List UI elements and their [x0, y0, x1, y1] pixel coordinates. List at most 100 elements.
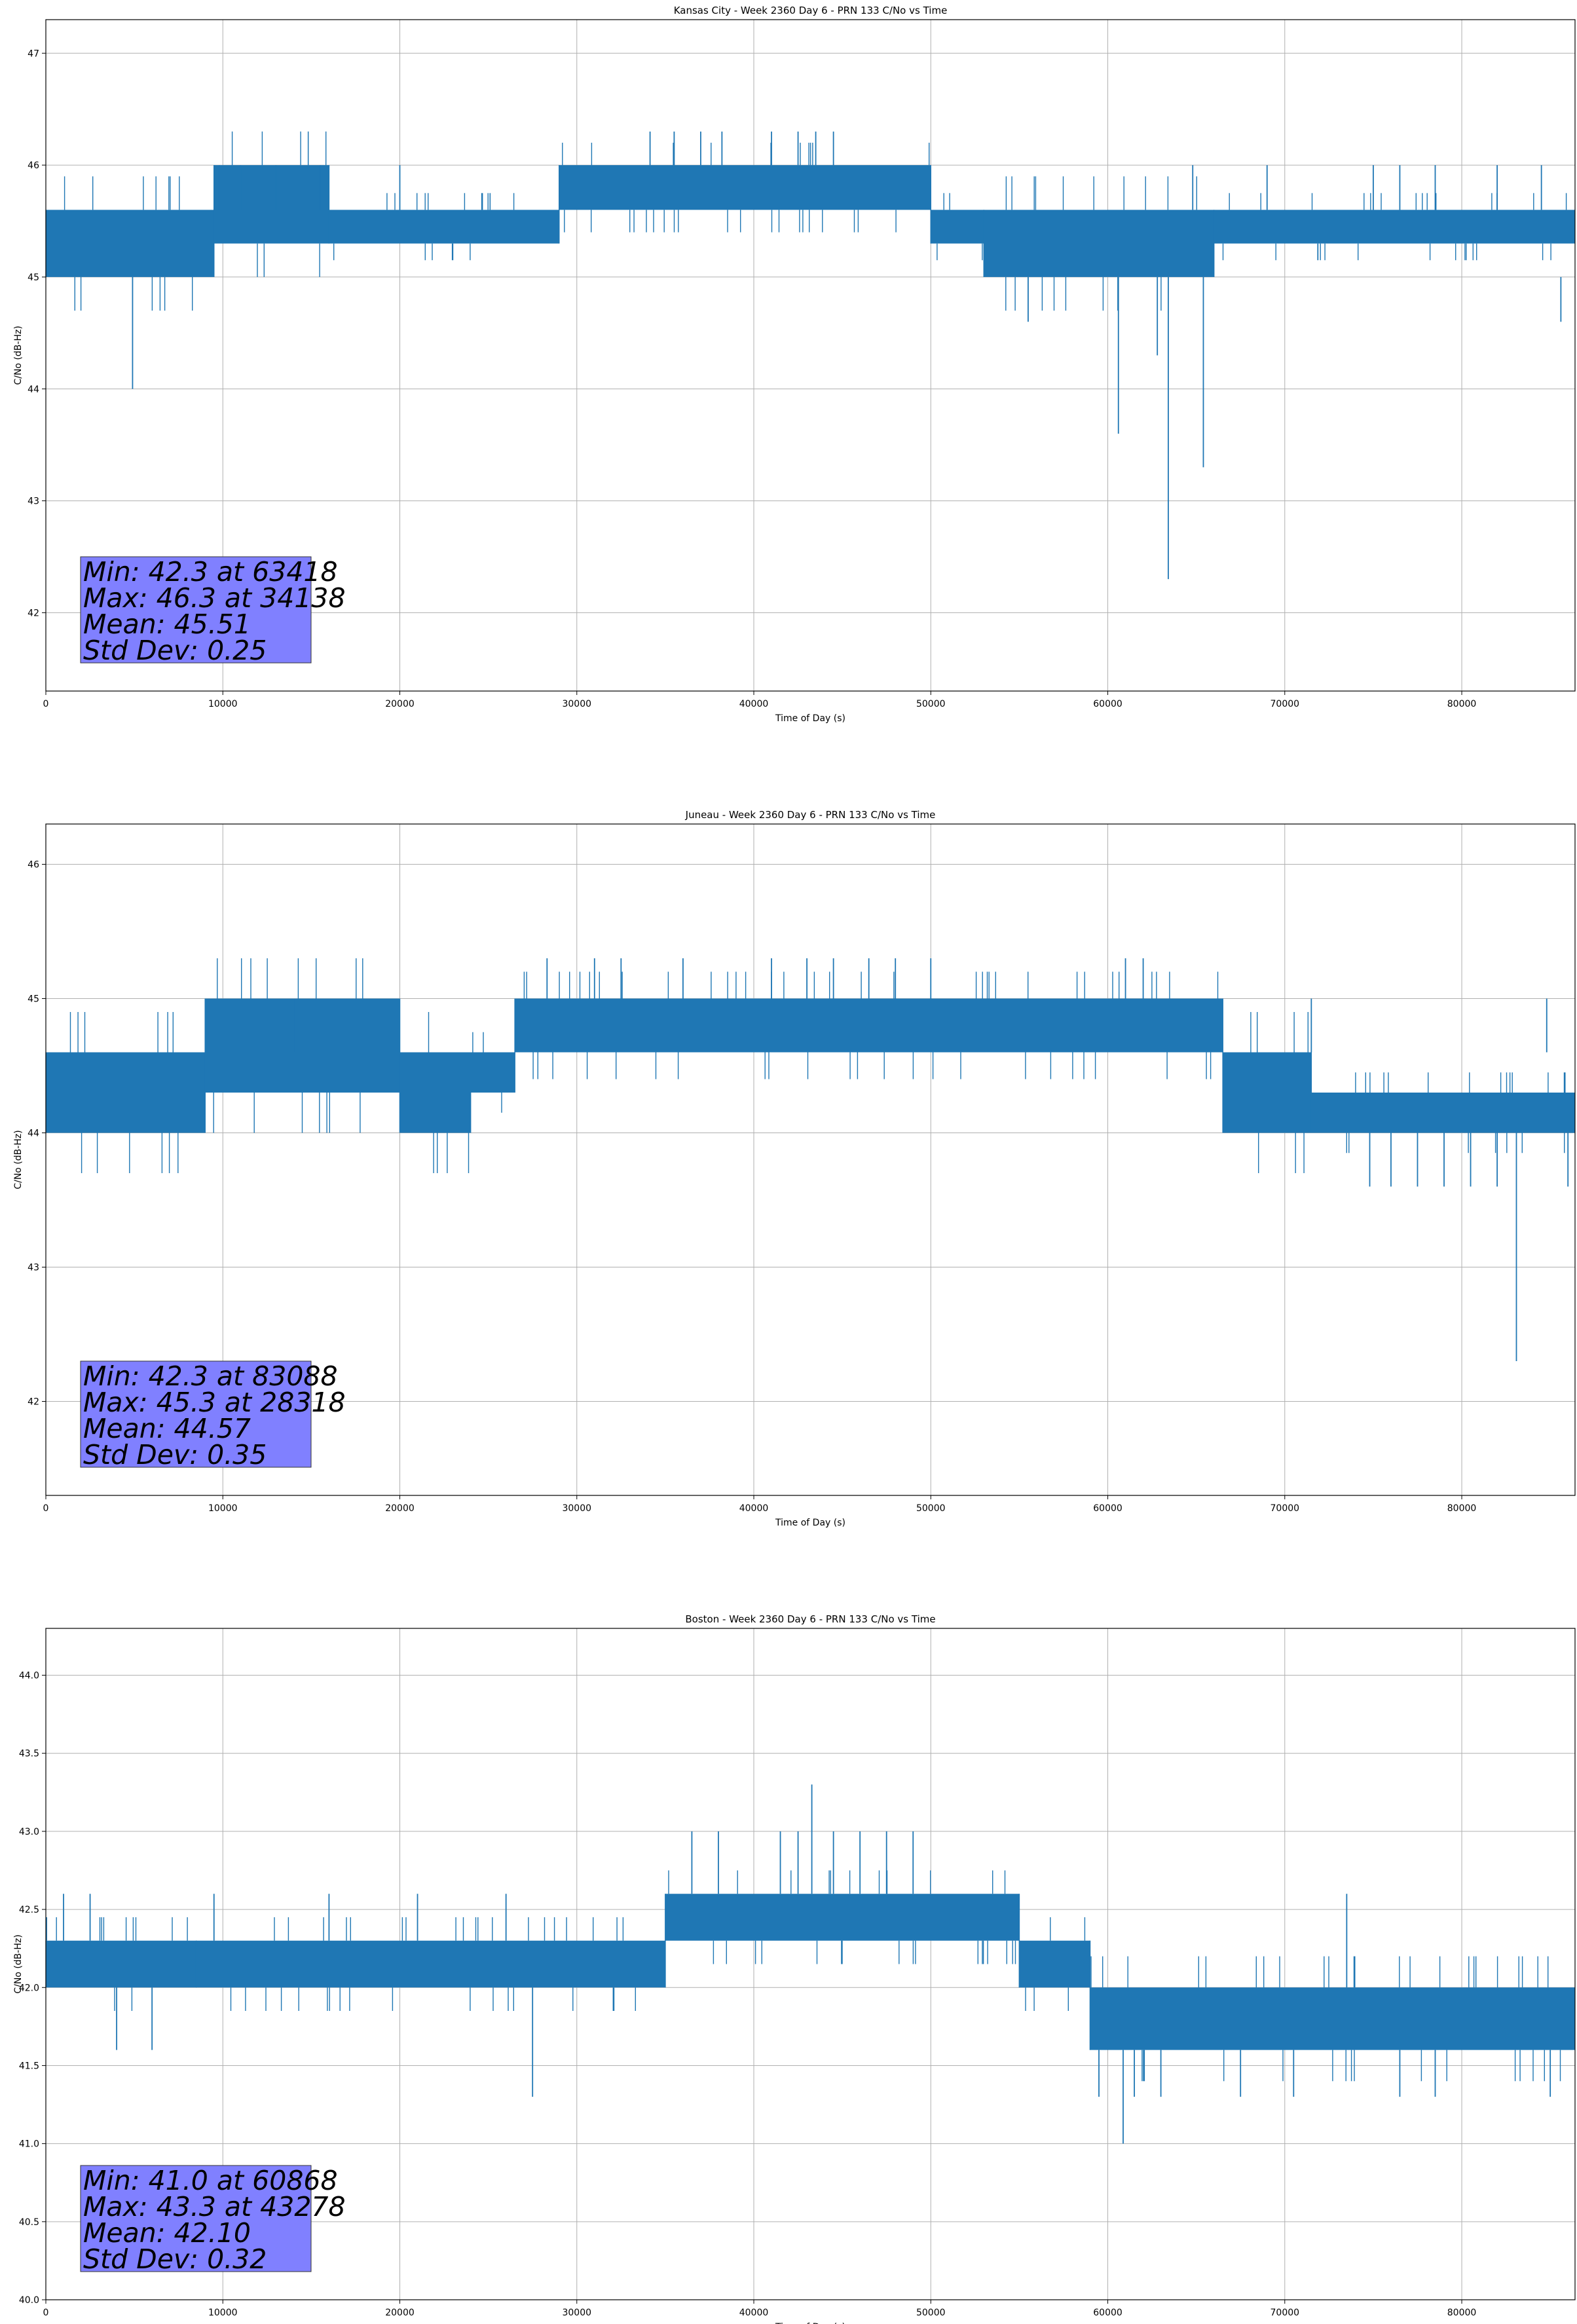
x-tick-label: 0 — [43, 699, 49, 709]
series-band-segment — [45, 1052, 206, 1133]
axes-frame — [45, 823, 1576, 1496]
series-band-segment — [1214, 210, 1576, 244]
series-band-segment — [470, 1052, 515, 1093]
stats-line: Min: 42.3 at 63418 — [83, 556, 338, 588]
y-tick-label: 42 — [28, 1397, 39, 1408]
x-tick-label: 80000 — [1447, 1503, 1477, 1514]
series-band-segment — [213, 165, 329, 244]
x-tick-label: 40000 — [739, 2308, 769, 2318]
y-tick-label: 42.0 — [19, 1983, 39, 1993]
stats-line: Min: 42.3 at 83088 — [83, 1360, 338, 1392]
stats-line: Std Dev: 0.32 — [83, 2243, 267, 2275]
stats-line: Mean: 44.57 — [83, 1413, 251, 1444]
y-tick-label: 44 — [28, 1129, 39, 1139]
series-band-segment — [45, 210, 214, 277]
x-tick-label: 70000 — [1271, 699, 1300, 709]
series-excursions — [1346, 1072, 1566, 1153]
chart-title: Kansas City - Week 2360 Day 6 - PRN 133 … — [674, 5, 948, 16]
y-axis-label: C/No (dB-Hz) — [13, 1934, 24, 1993]
stats-line: Max: 43.3 at 43278 — [83, 2191, 346, 2222]
x-tick-label: 30000 — [562, 699, 591, 709]
x-axis-label: Time of Day (s) — [775, 1518, 845, 1528]
y-tick-label: 40.0 — [19, 2295, 39, 2306]
y-tick-label: 41.5 — [19, 2061, 39, 2071]
series-band-segment — [1089, 1987, 1576, 2050]
series-excursions — [64, 176, 193, 311]
y-tick-label: 40.5 — [19, 2217, 39, 2228]
x-tick-label: 20000 — [385, 1503, 415, 1514]
x-tick-label: 10000 — [208, 1503, 238, 1514]
y-tick-label: 47 — [28, 48, 39, 59]
series-excursions — [69, 1012, 179, 1173]
x-tick-label: 20000 — [385, 699, 415, 709]
series-cno — [45, 1784, 1576, 2144]
y-tick-label: 46 — [28, 860, 39, 871]
axes-frame — [45, 1628, 1576, 2300]
series-excursions — [937, 193, 983, 261]
series-band-segment — [204, 998, 400, 1093]
chart-panel-1: 0 10000 20000 30000 40000 50000 60000 70000 8000… — [13, 5, 1576, 724]
x-tick-label: 60000 — [1093, 699, 1122, 709]
x-tick-label: 40000 — [739, 699, 769, 709]
stats-line: Max: 45.3 at 28318 — [83, 1387, 346, 1418]
stats-line: Min: 41.0 at 60868 — [83, 2165, 338, 2196]
series-excursions — [1090, 1956, 1561, 2082]
chart-title: Juneau - Week 2360 Day 6 - PRN 133 C/No … — [685, 809, 936, 821]
stats-line: Mean: 45.51 — [83, 609, 251, 640]
series-excursions — [668, 1870, 1016, 1964]
series-band-segment — [399, 1052, 472, 1133]
series-excursions — [1025, 1917, 1086, 2011]
x-tick-label: 80000 — [1447, 2308, 1477, 2318]
series-excursions — [523, 971, 1219, 1079]
axes-frame — [45, 19, 1576, 692]
y-tick-label: 45 — [28, 272, 39, 283]
y-tick-label: 43 — [28, 1263, 39, 1273]
series-excursions — [562, 142, 930, 233]
x-tick-label: 30000 — [562, 2308, 591, 2318]
x-tick-label: 0 — [43, 2308, 49, 2318]
x-tick-label: 10000 — [208, 699, 238, 709]
series-excursions — [231, 131, 327, 277]
stats-box — [80, 1360, 312, 1468]
x-tick-label: 50000 — [916, 1503, 946, 1514]
y-tick-label: 43 — [28, 497, 39, 507]
series-band-segment — [1018, 1940, 1090, 1988]
series-band-segment — [196, 1940, 666, 1988]
series-cno — [45, 958, 1575, 1361]
y-tick-label: 41.0 — [19, 2139, 39, 2150]
chart-panel-3: 0 10000 20000 30000 40000 50000 60000 70000 8000… — [13, 1613, 1576, 2324]
stats-box — [80, 556, 312, 664]
series-band-segment — [514, 998, 1223, 1053]
y-axis-label: C/No (dB-Hz) — [13, 1130, 24, 1189]
series-band-segment — [328, 210, 559, 244]
y-axis-label: C/No (dB-Hz) — [13, 326, 24, 384]
x-tick-label: 20000 — [385, 2308, 415, 2318]
x-tick-label: 70000 — [1271, 1503, 1300, 1514]
y-tick-label: 42 — [28, 608, 39, 618]
series-band-segment — [930, 210, 984, 244]
x-tick-label: 40000 — [739, 1503, 769, 1514]
series-excursions — [1222, 193, 1567, 261]
series-band-segment — [559, 165, 931, 210]
y-tick-label: 43.5 — [19, 1749, 39, 1759]
series-excursions — [333, 193, 515, 261]
series-band-segment — [665, 1894, 1020, 1941]
x-tick-label: 60000 — [1093, 1503, 1122, 1514]
x-axis-label: Time of Day (s) — [775, 713, 845, 724]
series-excursions — [1250, 1012, 1308, 1173]
y-tick-label: 45 — [28, 994, 39, 1005]
x-tick-label: 50000 — [916, 2308, 946, 2318]
chart-panel-2: 0 10000 20000 30000 40000 50000 60000 70000 8000… — [13, 809, 1576, 1528]
y-tick-label: 46 — [28, 160, 39, 171]
x-tick-label: 80000 — [1447, 699, 1477, 709]
x-tick-label: 30000 — [562, 1503, 591, 1514]
series-excursions — [46, 1917, 188, 2011]
y-tick-label: 44.0 — [19, 1671, 39, 1681]
series-band-segment — [1310, 1093, 1575, 1133]
x-axis-label: Time of Day (s) — [775, 2322, 845, 2324]
stats-line: Std Dev: 0.35 — [83, 1439, 267, 1471]
x-tick-label: 60000 — [1093, 2308, 1122, 2318]
x-tick-label: 50000 — [916, 699, 946, 709]
series-band-segment — [983, 210, 1214, 277]
